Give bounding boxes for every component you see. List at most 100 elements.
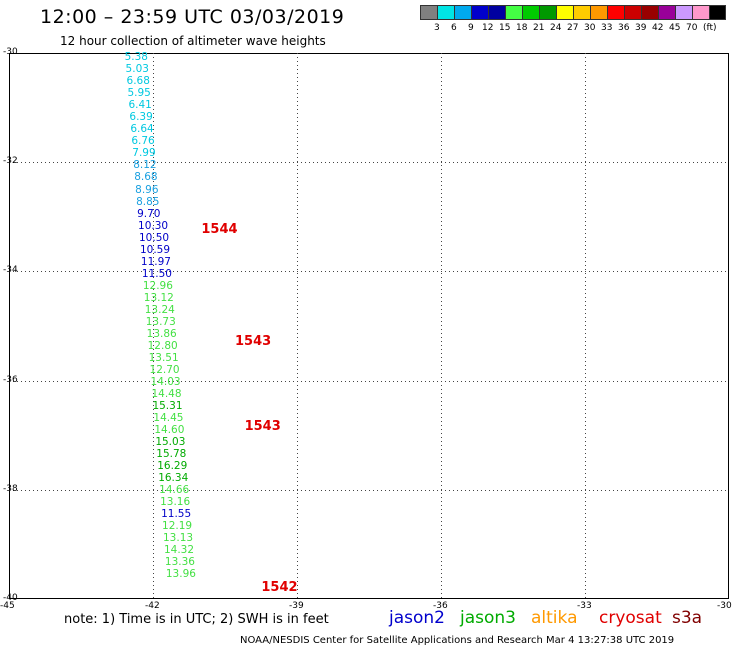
wave-height-value: 13.51 bbox=[148, 351, 179, 364]
color-swatch bbox=[539, 5, 556, 20]
wave-height-value: 5.95 bbox=[127, 87, 151, 100]
wave-height-value: 6.64 bbox=[130, 123, 154, 136]
wave-height-value: 11.55 bbox=[161, 507, 192, 520]
wave-height-value: 5.38 bbox=[124, 51, 148, 64]
longitude-label: -39 bbox=[289, 601, 304, 611]
wave-height-value: 13.24 bbox=[144, 303, 175, 316]
wave-height-value: 14.60 bbox=[154, 423, 185, 436]
page-title: 12:00 – 23:59 UTC 03/03/2019 bbox=[40, 6, 345, 28]
wave-height-value: 13.13 bbox=[163, 531, 194, 544]
pass-time-label: 1542 bbox=[261, 580, 298, 596]
wave-height-value: 6.68 bbox=[126, 75, 150, 88]
color-scale-label: 39 bbox=[635, 23, 647, 33]
color-scale-label: 42 bbox=[652, 23, 664, 33]
wave-height-value: 13.73 bbox=[145, 315, 176, 328]
wave-height-value: 14.03 bbox=[150, 375, 181, 388]
legend-jason3: jason3 bbox=[460, 608, 516, 628]
color-scale-label: 33 bbox=[601, 23, 613, 33]
wave-height-value: 12.19 bbox=[162, 519, 193, 532]
wave-height-value: 14.48 bbox=[151, 387, 182, 400]
color-scale-label: 70 bbox=[686, 23, 698, 33]
longitude-label: -30 bbox=[717, 601, 732, 611]
wave-height-value: 16.29 bbox=[157, 459, 188, 472]
wave-height-value: 13.16 bbox=[160, 495, 191, 508]
longitude-label: -42 bbox=[145, 601, 160, 611]
color-swatch bbox=[505, 5, 522, 20]
wave-height-value: 13.36 bbox=[164, 555, 195, 568]
map-panel: -30 -32 -34 -36 -38 -40 -45 -42 -39 -36 -33 -30 5.38… bbox=[0, 47, 732, 611]
color-swatch bbox=[437, 5, 454, 20]
legend-altika: altika bbox=[531, 608, 578, 628]
color-scale-label: 12 bbox=[482, 23, 494, 33]
wave-height-value: 7.99 bbox=[132, 147, 156, 160]
pass-time-label: 1543 bbox=[235, 334, 272, 350]
color-scale-label: 6 bbox=[451, 23, 457, 33]
wave-height-value: 12.96 bbox=[142, 279, 173, 292]
longitude-label: -33 bbox=[577, 601, 592, 611]
color-scale-bar bbox=[420, 5, 726, 20]
wave-height-value: 6.39 bbox=[129, 111, 153, 124]
color-scale-label: (ft) bbox=[703, 23, 717, 33]
wave-height-value: 13.96 bbox=[165, 567, 196, 580]
page-subtitle: 12 hour collection of altimeter wave hei… bbox=[60, 34, 326, 48]
color-swatch bbox=[522, 5, 539, 20]
color-swatch bbox=[420, 5, 437, 20]
latitude-label: -34 bbox=[3, 265, 18, 276]
color-scale-label: 36 bbox=[618, 23, 630, 33]
wave-height-value: 9.70 bbox=[137, 207, 161, 220]
latitude-label: -38 bbox=[3, 483, 18, 494]
legend-jason2: jason2 bbox=[389, 608, 445, 628]
latitude-label: -36 bbox=[3, 374, 18, 385]
wave-height-value: 12.80 bbox=[147, 339, 178, 352]
color-swatch bbox=[675, 5, 692, 20]
wave-height-value: 10.30 bbox=[138, 219, 169, 232]
color-swatch bbox=[471, 5, 488, 20]
wave-height-value: 8.85 bbox=[136, 195, 160, 208]
wave-height-value: 13.86 bbox=[146, 327, 177, 340]
wave-height-value: 14.32 bbox=[163, 543, 195, 556]
wave-height-value: 15.31 bbox=[152, 399, 183, 412]
color-swatch bbox=[641, 5, 658, 20]
longitude-label: -45 bbox=[0, 601, 15, 611]
color-scale-label: 9 bbox=[468, 23, 474, 33]
credit-line: NOAA/NESDIS Center for Satellite Applica… bbox=[240, 635, 675, 646]
color-swatch bbox=[488, 5, 505, 20]
color-scale-label: 18 bbox=[516, 23, 528, 33]
color-scale-label: 3 bbox=[434, 23, 440, 33]
pass-time-label: 1544 bbox=[201, 222, 238, 238]
wave-height-value: 14.66 bbox=[159, 483, 190, 496]
wave-height-value: 12.70 bbox=[149, 363, 180, 376]
color-swatch bbox=[692, 5, 709, 20]
wave-height-value: 14.45 bbox=[153, 411, 184, 424]
map-grid bbox=[9, 53, 729, 599]
pass-time-label: 1543 bbox=[244, 419, 281, 434]
legend-s3a: s3a bbox=[672, 608, 703, 628]
latitude-label: -40 bbox=[3, 593, 18, 603]
wave-height-value: 6.76 bbox=[131, 135, 155, 148]
color-swatch bbox=[709, 5, 726, 20]
color-swatch bbox=[556, 5, 573, 20]
color-swatch bbox=[624, 5, 641, 20]
color-swatch bbox=[658, 5, 675, 20]
color-scale-label: 24 bbox=[550, 23, 562, 33]
map-frame bbox=[9, 53, 729, 599]
color-scale-label: 30 bbox=[584, 23, 596, 33]
wave-height-value: 8.68 bbox=[134, 171, 158, 184]
latitude-label: -32 bbox=[3, 156, 18, 167]
color-scale-label: 21 bbox=[533, 23, 545, 33]
wave-height-value: 10.50 bbox=[139, 231, 170, 244]
color-swatch bbox=[573, 5, 590, 20]
color-scale-label: 15 bbox=[499, 23, 511, 33]
wave-height-value: 5.03 bbox=[125, 63, 149, 76]
color-swatch bbox=[454, 5, 471, 20]
wave-height-value: 11.50 bbox=[141, 267, 172, 280]
latitude-label: -30 bbox=[3, 47, 18, 57]
wave-height-value: 8.12 bbox=[133, 159, 157, 172]
wave-height-value: 16.34 bbox=[158, 471, 189, 484]
color-scale-label: 45 bbox=[669, 23, 681, 33]
color-swatch bbox=[590, 5, 607, 20]
legend-cryosat: cryosat bbox=[599, 608, 662, 628]
wave-height-value: 11.97 bbox=[140, 255, 171, 268]
wave-height-value: 10.59 bbox=[139, 243, 171, 256]
wave-height-value: 13.12 bbox=[143, 291, 174, 304]
